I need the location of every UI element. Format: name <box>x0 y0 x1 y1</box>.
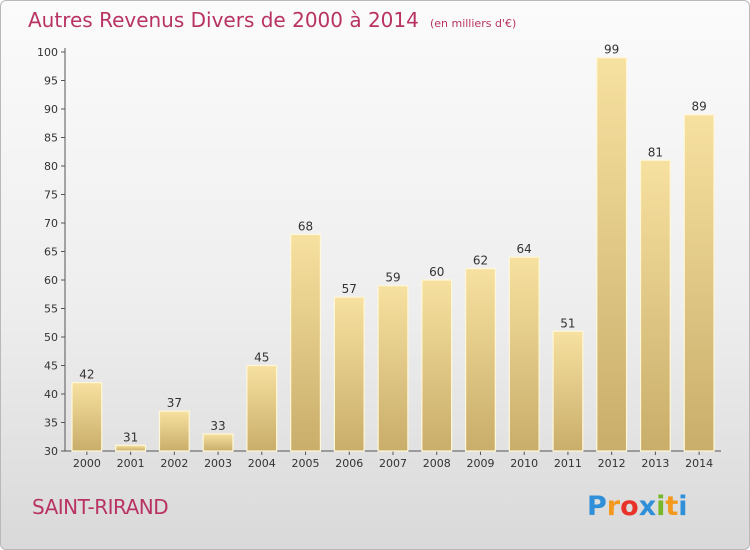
y-tick-label: 65 <box>44 246 58 259</box>
y-tick-label: 90 <box>44 103 58 116</box>
logo-letter: i <box>678 491 688 522</box>
data-label: 59 <box>385 271 400 285</box>
data-label: 37 <box>167 396 182 410</box>
y-tick-label: 55 <box>44 303 58 316</box>
data-label: 31 <box>123 430 138 444</box>
x-tick-label: 2008 <box>423 457 451 470</box>
bar <box>683 114 715 452</box>
x-tick-label: 2004 <box>248 457 276 470</box>
chart-axes: 30 35 40 45 50 55 60 65 70 75 80 85 90 95 100 <box>37 46 721 458</box>
logo-letter: t <box>665 491 679 522</box>
data-label: 62 <box>473 254 488 268</box>
y-tick-label: 95 <box>44 75 58 88</box>
bar <box>377 285 409 452</box>
bar <box>290 233 322 452</box>
bar <box>333 296 365 452</box>
x-tick-label: 2005 <box>292 457 320 470</box>
bar <box>115 444 147 452</box>
x-tick-label: 2007 <box>379 457 407 470</box>
data-label: 51 <box>560 316 575 330</box>
logo-letter: r <box>606 491 621 522</box>
data-label: 68 <box>298 219 313 233</box>
bar <box>508 256 540 452</box>
logo-letter: o <box>620 491 639 522</box>
chart-unit: (en milliers d'€) <box>429 17 517 30</box>
data-label: 45 <box>254 351 269 365</box>
y-tick-label: 30 <box>44 445 58 458</box>
x-tick-label: 2002 <box>160 457 188 470</box>
x-tick-label: 2011 <box>554 457 582 470</box>
bar <box>552 330 584 452</box>
data-label: 57 <box>342 282 357 296</box>
bar <box>639 159 671 452</box>
y-tick-label: 50 <box>44 331 58 344</box>
bar <box>464 268 496 452</box>
y-tick-label: 35 <box>44 417 58 430</box>
x-tick-label: 2003 <box>204 457 232 470</box>
bar <box>71 382 103 452</box>
x-tick-label: 2010 <box>510 457 538 470</box>
data-label: 89 <box>691 100 706 114</box>
bar <box>246 364 278 452</box>
x-tick-label: 2000 <box>73 457 101 470</box>
chart-title: Autres Revenus Divers de 2000 à 2014 <box>28 8 419 32</box>
bar <box>202 433 234 452</box>
data-label: 33 <box>210 419 225 433</box>
chart-title-block: Autres Revenus Divers de 2000 à 2014 (en… <box>28 8 516 32</box>
bar <box>421 279 453 452</box>
logo-letter: i <box>656 491 666 522</box>
x-tick-label: 2001 <box>117 457 145 470</box>
x-tick-label: 2012 <box>598 457 626 470</box>
commune-name: SAINT-RIRAND <box>32 495 169 519</box>
y-tick-label: 45 <box>44 360 58 373</box>
chart-bars <box>71 57 715 452</box>
y-tick-label: 60 <box>44 274 58 287</box>
y-tick-label: 75 <box>44 189 58 202</box>
chart-labels: 2000 42 2001 31 2002 37 2003 33 2004 45 2005 68 2006… <box>73 43 713 470</box>
logo-letter: P <box>587 491 607 522</box>
y-tick-label: 40 <box>44 388 58 401</box>
y-tick-label: 70 <box>44 217 58 230</box>
y-tick-label: 80 <box>44 160 58 173</box>
y-tick-label: 85 <box>44 132 58 145</box>
x-tick-label: 2009 <box>466 457 494 470</box>
bar <box>158 410 190 452</box>
y-tick-label: 100 <box>37 46 58 59</box>
x-tick-label: 2006 <box>335 457 363 470</box>
data-label: 64 <box>517 242 532 256</box>
bar <box>596 57 628 452</box>
data-label: 81 <box>648 145 663 159</box>
proxiti-logo: Proxiti <box>587 491 688 522</box>
data-label: 42 <box>79 368 94 382</box>
logo-letter: x <box>638 491 657 522</box>
x-tick-label: 2014 <box>685 457 713 470</box>
data-label: 99 <box>604 43 619 57</box>
x-tick-label: 2013 <box>641 457 669 470</box>
data-label: 60 <box>429 265 444 279</box>
